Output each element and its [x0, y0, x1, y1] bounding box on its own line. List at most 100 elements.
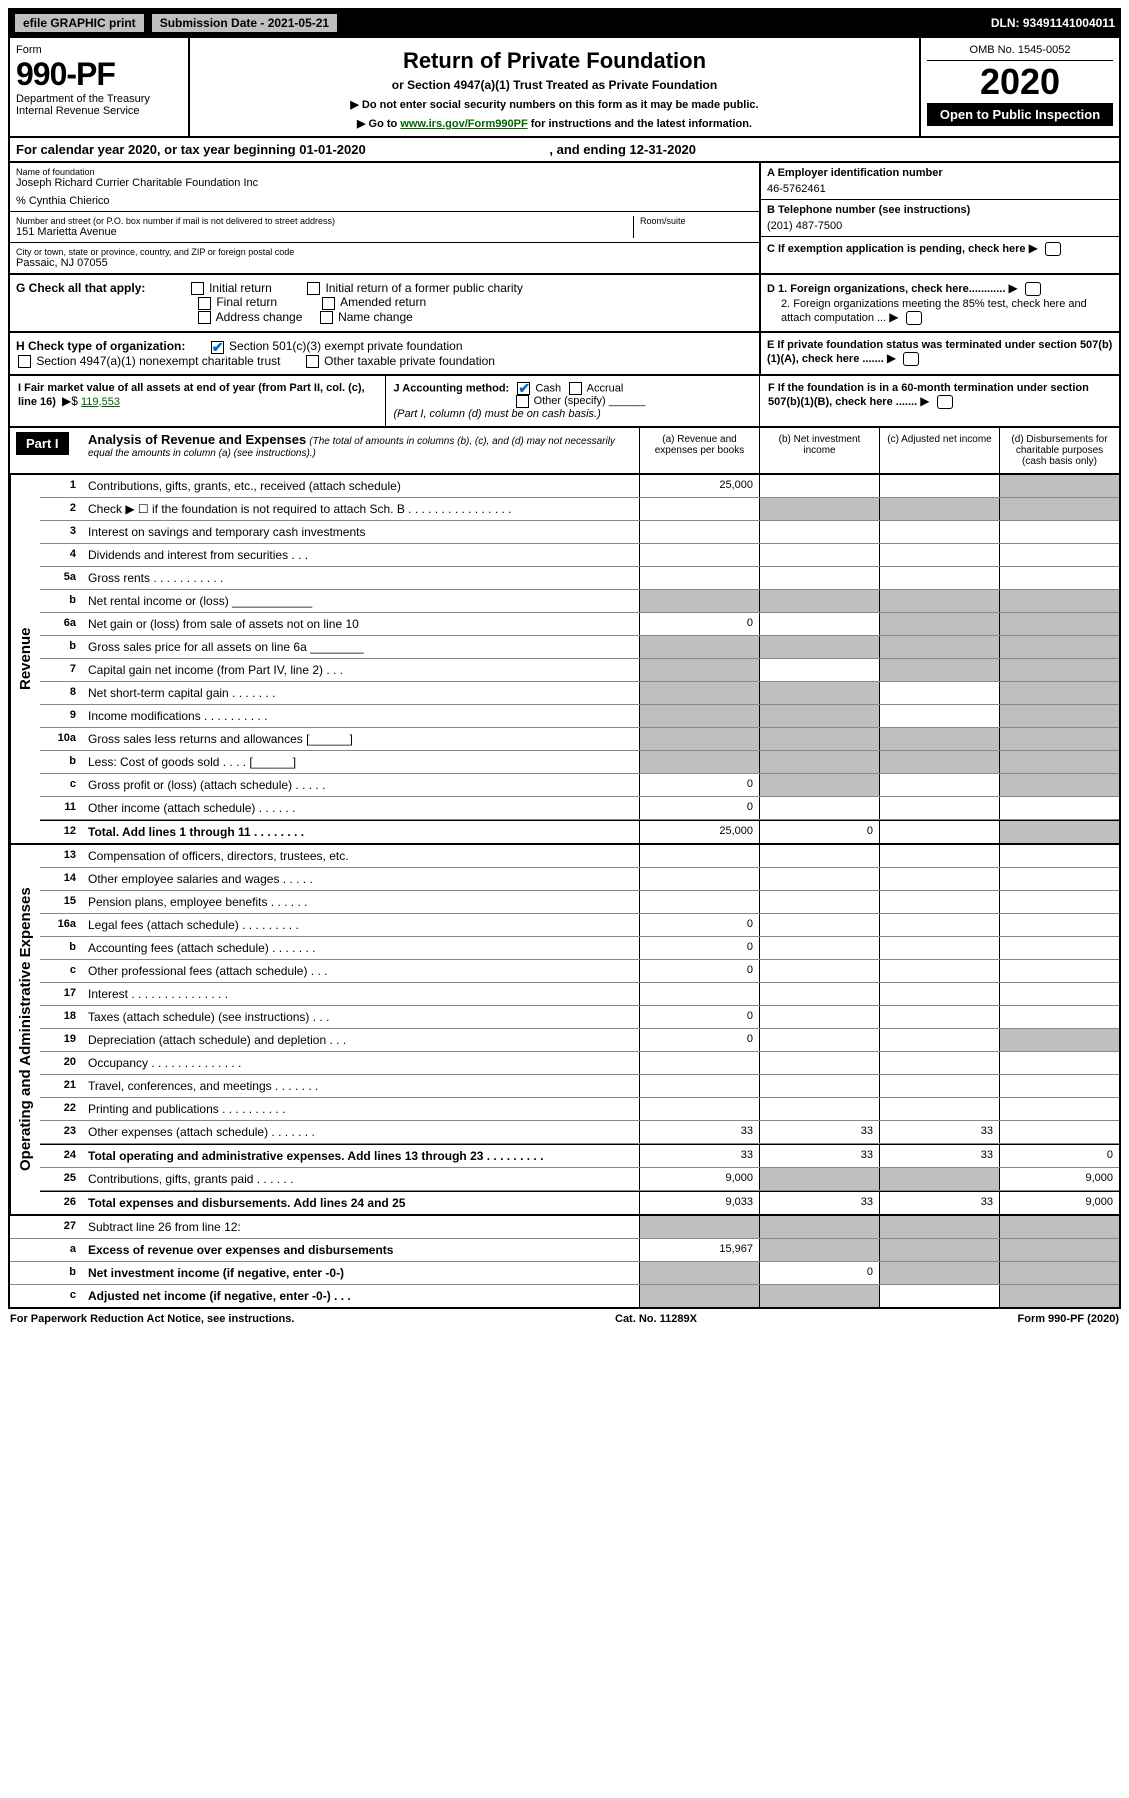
- col-c-value: [879, 521, 999, 543]
- line-11: 11 Other income (attach schedule) . . . …: [40, 797, 1119, 820]
- initial-former-checkbox[interactable]: [307, 282, 320, 295]
- col-c-value: [879, 728, 999, 750]
- line-b: b Gross sales price for all assets on li…: [40, 636, 1119, 659]
- col-d-value: [999, 1052, 1119, 1074]
- col-b-value: [759, 797, 879, 819]
- col-d-value: [999, 774, 1119, 796]
- col-b-value: [759, 590, 879, 612]
- initial-return-checkbox[interactable]: [191, 282, 204, 295]
- col-c-value: [879, 636, 999, 658]
- 501c3-checkbox[interactable]: [211, 341, 224, 354]
- line-18: 18 Taxes (attach schedule) (see instruct…: [40, 1006, 1119, 1029]
- form-number: 990-PF: [16, 56, 182, 93]
- line-number: 13: [40, 845, 82, 867]
- col-a-value: [639, 705, 759, 727]
- accrual-checkbox[interactable]: [569, 382, 582, 395]
- line-21: 21 Travel, conferences, and meetings . .…: [40, 1075, 1119, 1098]
- irs-link[interactable]: www.irs.gov/Form990PF: [400, 118, 527, 130]
- other-taxable-checkbox[interactable]: [306, 355, 319, 368]
- col-d-value: [999, 1098, 1119, 1120]
- line-14: 14 Other employee salaries and wages . .…: [40, 868, 1119, 891]
- line-desc: Total operating and administrative expen…: [82, 1145, 639, 1167]
- line-8: 8 Net short-term capital gain . . . . . …: [40, 682, 1119, 705]
- j-note: (Part I, column (d) must be on cash basi…: [394, 408, 601, 420]
- other-method-checkbox[interactable]: [516, 395, 529, 408]
- line-number: b: [40, 751, 82, 773]
- d1-label: D 1. Foreign organizations, check here..…: [767, 283, 1005, 295]
- line-number: 12: [40, 821, 82, 843]
- col-a-value: [639, 659, 759, 681]
- col-c-value: [879, 774, 999, 796]
- efile-print-button[interactable]: efile GRAPHIC print: [14, 13, 145, 33]
- col-a-value: 25,000: [639, 821, 759, 843]
- e-checkbox[interactable]: [903, 352, 919, 366]
- city-state-zip: Passaic, NJ 07055: [16, 257, 753, 269]
- final-return-checkbox[interactable]: [198, 297, 211, 310]
- col-d-value: [999, 682, 1119, 704]
- d2-checkbox[interactable]: [906, 311, 922, 325]
- line-number: c: [40, 960, 82, 982]
- col-c-value: [879, 797, 999, 819]
- col-b-value: [759, 1075, 879, 1097]
- col-c-value: [879, 567, 999, 589]
- line-desc: Contributions, gifts, grants, etc., rece…: [82, 475, 639, 497]
- col-a-value: [639, 498, 759, 520]
- amended-return-checkbox[interactable]: [322, 297, 335, 310]
- col-d-value: [999, 1262, 1119, 1284]
- line-b: b Less: Cost of goods sold . . . . [____…: [40, 751, 1119, 774]
- line-desc: Contributions, gifts, grants paid . . . …: [82, 1168, 639, 1190]
- col-b-header: (b) Net investment income: [759, 428, 879, 473]
- col-a-value: [639, 544, 759, 566]
- line-number: b: [40, 1262, 82, 1284]
- expenses-section: Operating and Administrative Expenses 13…: [8, 845, 1121, 1216]
- exemption-checkbox[interactable]: [1045, 242, 1061, 256]
- efile-topbar: efile GRAPHIC print Submission Date - 20…: [8, 8, 1121, 38]
- col-b-value: [759, 682, 879, 704]
- col-c-value: [879, 1239, 999, 1261]
- 4947-checkbox[interactable]: [18, 355, 31, 368]
- form-word: Form: [16, 44, 182, 56]
- col-b-value: [759, 475, 879, 497]
- line-desc: Taxes (attach schedule) (see instruction…: [82, 1006, 639, 1028]
- col-c-value: [879, 821, 999, 843]
- fmv-value[interactable]: 119,553: [81, 396, 120, 408]
- col-c-value: [879, 845, 999, 867]
- d1-checkbox[interactable]: [1025, 282, 1041, 296]
- col-b-value: [759, 751, 879, 773]
- line-desc: Net rental income or (loss) ____________: [82, 590, 639, 612]
- col-a-value: [639, 751, 759, 773]
- cash-checkbox[interactable]: [517, 382, 530, 395]
- page-footer: For Paperwork Reduction Act Notice, see …: [8, 1309, 1121, 1329]
- col-b-value: [759, 1098, 879, 1120]
- revenue-section: Revenue 1 Contributions, gifts, grants, …: [8, 475, 1121, 845]
- col-b-value: 33: [759, 1145, 879, 1167]
- f-checkbox[interactable]: [937, 395, 953, 409]
- dln-label: DLN: 93491141004011: [991, 16, 1115, 30]
- name-change-checkbox[interactable]: [320, 311, 333, 324]
- line-desc: Other income (attach schedule) . . . . .…: [82, 797, 639, 819]
- line-desc: Gross rents . . . . . . . . . . .: [82, 567, 639, 589]
- col-a-value: 9,000: [639, 1168, 759, 1190]
- col-a-value: 15,967: [639, 1239, 759, 1261]
- col-b-value: [759, 705, 879, 727]
- line-a: a Excess of revenue over expenses and di…: [10, 1239, 1119, 1262]
- col-d-value: [999, 567, 1119, 589]
- room-label: Room/suite: [640, 216, 753, 226]
- col-a-value: [639, 1098, 759, 1120]
- line-7: 7 Capital gain net income (from Part IV,…: [40, 659, 1119, 682]
- line-number: 22: [40, 1098, 82, 1120]
- address-change-checkbox[interactable]: [198, 311, 211, 324]
- col-a-value: [639, 728, 759, 750]
- col-d-value: [999, 636, 1119, 658]
- line-4: 4 Dividends and interest from securities…: [40, 544, 1119, 567]
- cat-no: Cat. No. 11289X: [615, 1313, 697, 1325]
- line-c: c Adjusted net income (if negative, ente…: [10, 1285, 1119, 1307]
- col-b-value: [759, 937, 879, 959]
- line-number: b: [40, 590, 82, 612]
- line-number: 26: [40, 1192, 82, 1214]
- line-17: 17 Interest . . . . . . . . . . . . . . …: [40, 983, 1119, 1006]
- col-c-value: [879, 544, 999, 566]
- form-ref: Form 990-PF (2020): [1018, 1313, 1119, 1325]
- ein-value: 46-5762461: [767, 183, 1113, 195]
- line-desc: Adjusted net income (if negative, enter …: [82, 1285, 639, 1307]
